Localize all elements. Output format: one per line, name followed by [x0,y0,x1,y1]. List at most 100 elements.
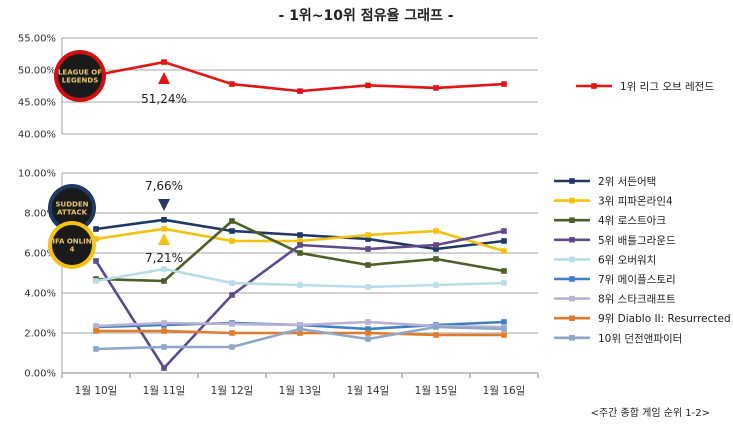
data-point [229,228,235,234]
top-panel: 40.00% 45.00% 50.00% 55.00% 51,24% LEAGUE OFL… [18,34,538,141]
data-point [93,258,99,264]
data-point [433,242,439,248]
data-point [433,246,439,252]
data-point [501,326,507,332]
sudden-attack-logo-icon [52,188,92,228]
data-point [365,246,371,252]
data-point [365,262,371,268]
data-point [93,278,99,284]
legend-marker [569,295,575,302]
up-triangle-icon [158,233,170,245]
data-point [229,292,235,298]
data-point [365,336,371,342]
legend-marker [569,256,575,263]
data-point [161,226,167,232]
annotation-label: 51,24% [141,92,187,106]
data-point [501,238,507,244]
data-point [229,330,235,336]
x-tick-label: 1월 16일 [483,384,526,397]
annotation-label: 7,21% [145,251,183,265]
data-point [229,81,235,87]
data-point [297,282,303,288]
chart-title: - 1위~10위 점유율 그래프 - [278,7,453,24]
legend-marker [569,178,575,184]
fifa-online-logo-icon [52,225,92,265]
sudden-attack-logo-label: ATTACK [57,209,88,217]
data-point [93,346,99,352]
data-point [161,328,167,334]
data-point [365,284,371,290]
data-point [433,85,439,91]
data-point [501,248,507,254]
lol-logo-icon [58,54,102,98]
y-tick-label: 40.00% [18,130,56,141]
fifa-online-logo-label: FIFA ONLINE [48,238,97,246]
data-point [297,330,303,336]
legend-bottom: 2위 서든어택 3위 피파온라인4 4위 로스트아크 5위 배틀그라운드 6위 오버워치… [554,175,731,345]
data-point [501,268,507,274]
legend-label: 9위 Diablo II: Resurrected [598,312,731,325]
data-point [501,81,507,87]
legend-label: 10위 던전앤파이터 [598,332,682,345]
data-point [297,232,303,238]
data-point [93,323,99,329]
x-tick-label: 1월 12일 [211,384,254,397]
data-point [501,228,507,234]
x-tick-label: 1월 11일 [143,384,186,397]
x-tick-label: 1월 15일 [415,384,458,397]
data-point [161,59,167,65]
x-tick-label: 1월 14일 [347,384,390,397]
data-point [365,326,371,332]
y-tick-label: 8.00% [24,209,56,220]
bottom-panel: 0.00% 2.00% 4.00% 6.00% 8.00% 10.00% 7,66% 7,21… [18,169,538,380]
data-point [93,226,99,232]
legend-marker [569,197,575,204]
data-point [365,236,371,242]
annotation-label: 7,66% [145,179,183,193]
data-point [365,319,371,325]
x-tick-label: 1월 10일 [75,384,118,397]
legend-marker [569,315,575,321]
data-point [229,321,235,327]
lol-logo-label: LEGENDS [62,77,98,85]
data-point [433,324,439,330]
data-point [501,319,507,325]
x-tick-label: 1월 13일 [279,384,322,397]
data-point [433,228,439,234]
y-tick-label: 45.00% [18,98,56,109]
y-tick-label: 10.00% [18,169,56,180]
legend-label: 5위 배틀그라운드 [598,234,676,247]
data-point [297,322,303,328]
data-point [365,82,371,89]
legend-top: 1위 리그 오브 레전드 [576,80,714,93]
legend-label: 3위 피파온라인4 [598,195,673,208]
legend-label: 1위 리그 오브 레전드 [620,80,714,93]
data-point [229,344,235,350]
data-point [365,232,371,238]
sudden-attack-logo-label: SUDDEN [56,201,89,209]
data-point [297,238,303,244]
data-point [297,326,303,332]
data-point [161,344,167,350]
legend-label: 2위 서든어택 [598,175,656,188]
lol-logo-label: LEAGUE OF [58,69,102,77]
y-tick-label: 2.00% [24,329,56,340]
up-triangle-icon [158,72,170,84]
data-point [297,88,303,94]
x-axis: 1월 10일 1월 11일 1월 12일 1월 13일 1월 14일 1월 15일 1월 1… [61,372,539,397]
data-point [229,218,235,224]
legend-label: 7위 메이플스토리 [598,273,676,286]
fifa-online-logo-label: 4 [70,246,75,254]
data-point [501,280,507,286]
legend-marker [569,276,575,282]
data-point [433,282,439,288]
data-point [93,236,99,242]
legend-label: 8위 스타크래프트 [598,293,676,306]
down-triangle-icon [158,199,170,211]
data-point [501,332,507,338]
y-tick-label: 55.00% [18,34,56,45]
data-point [365,330,371,336]
data-point [93,328,99,334]
y-tick-label: 0.00% [24,369,56,380]
data-point [161,365,167,371]
